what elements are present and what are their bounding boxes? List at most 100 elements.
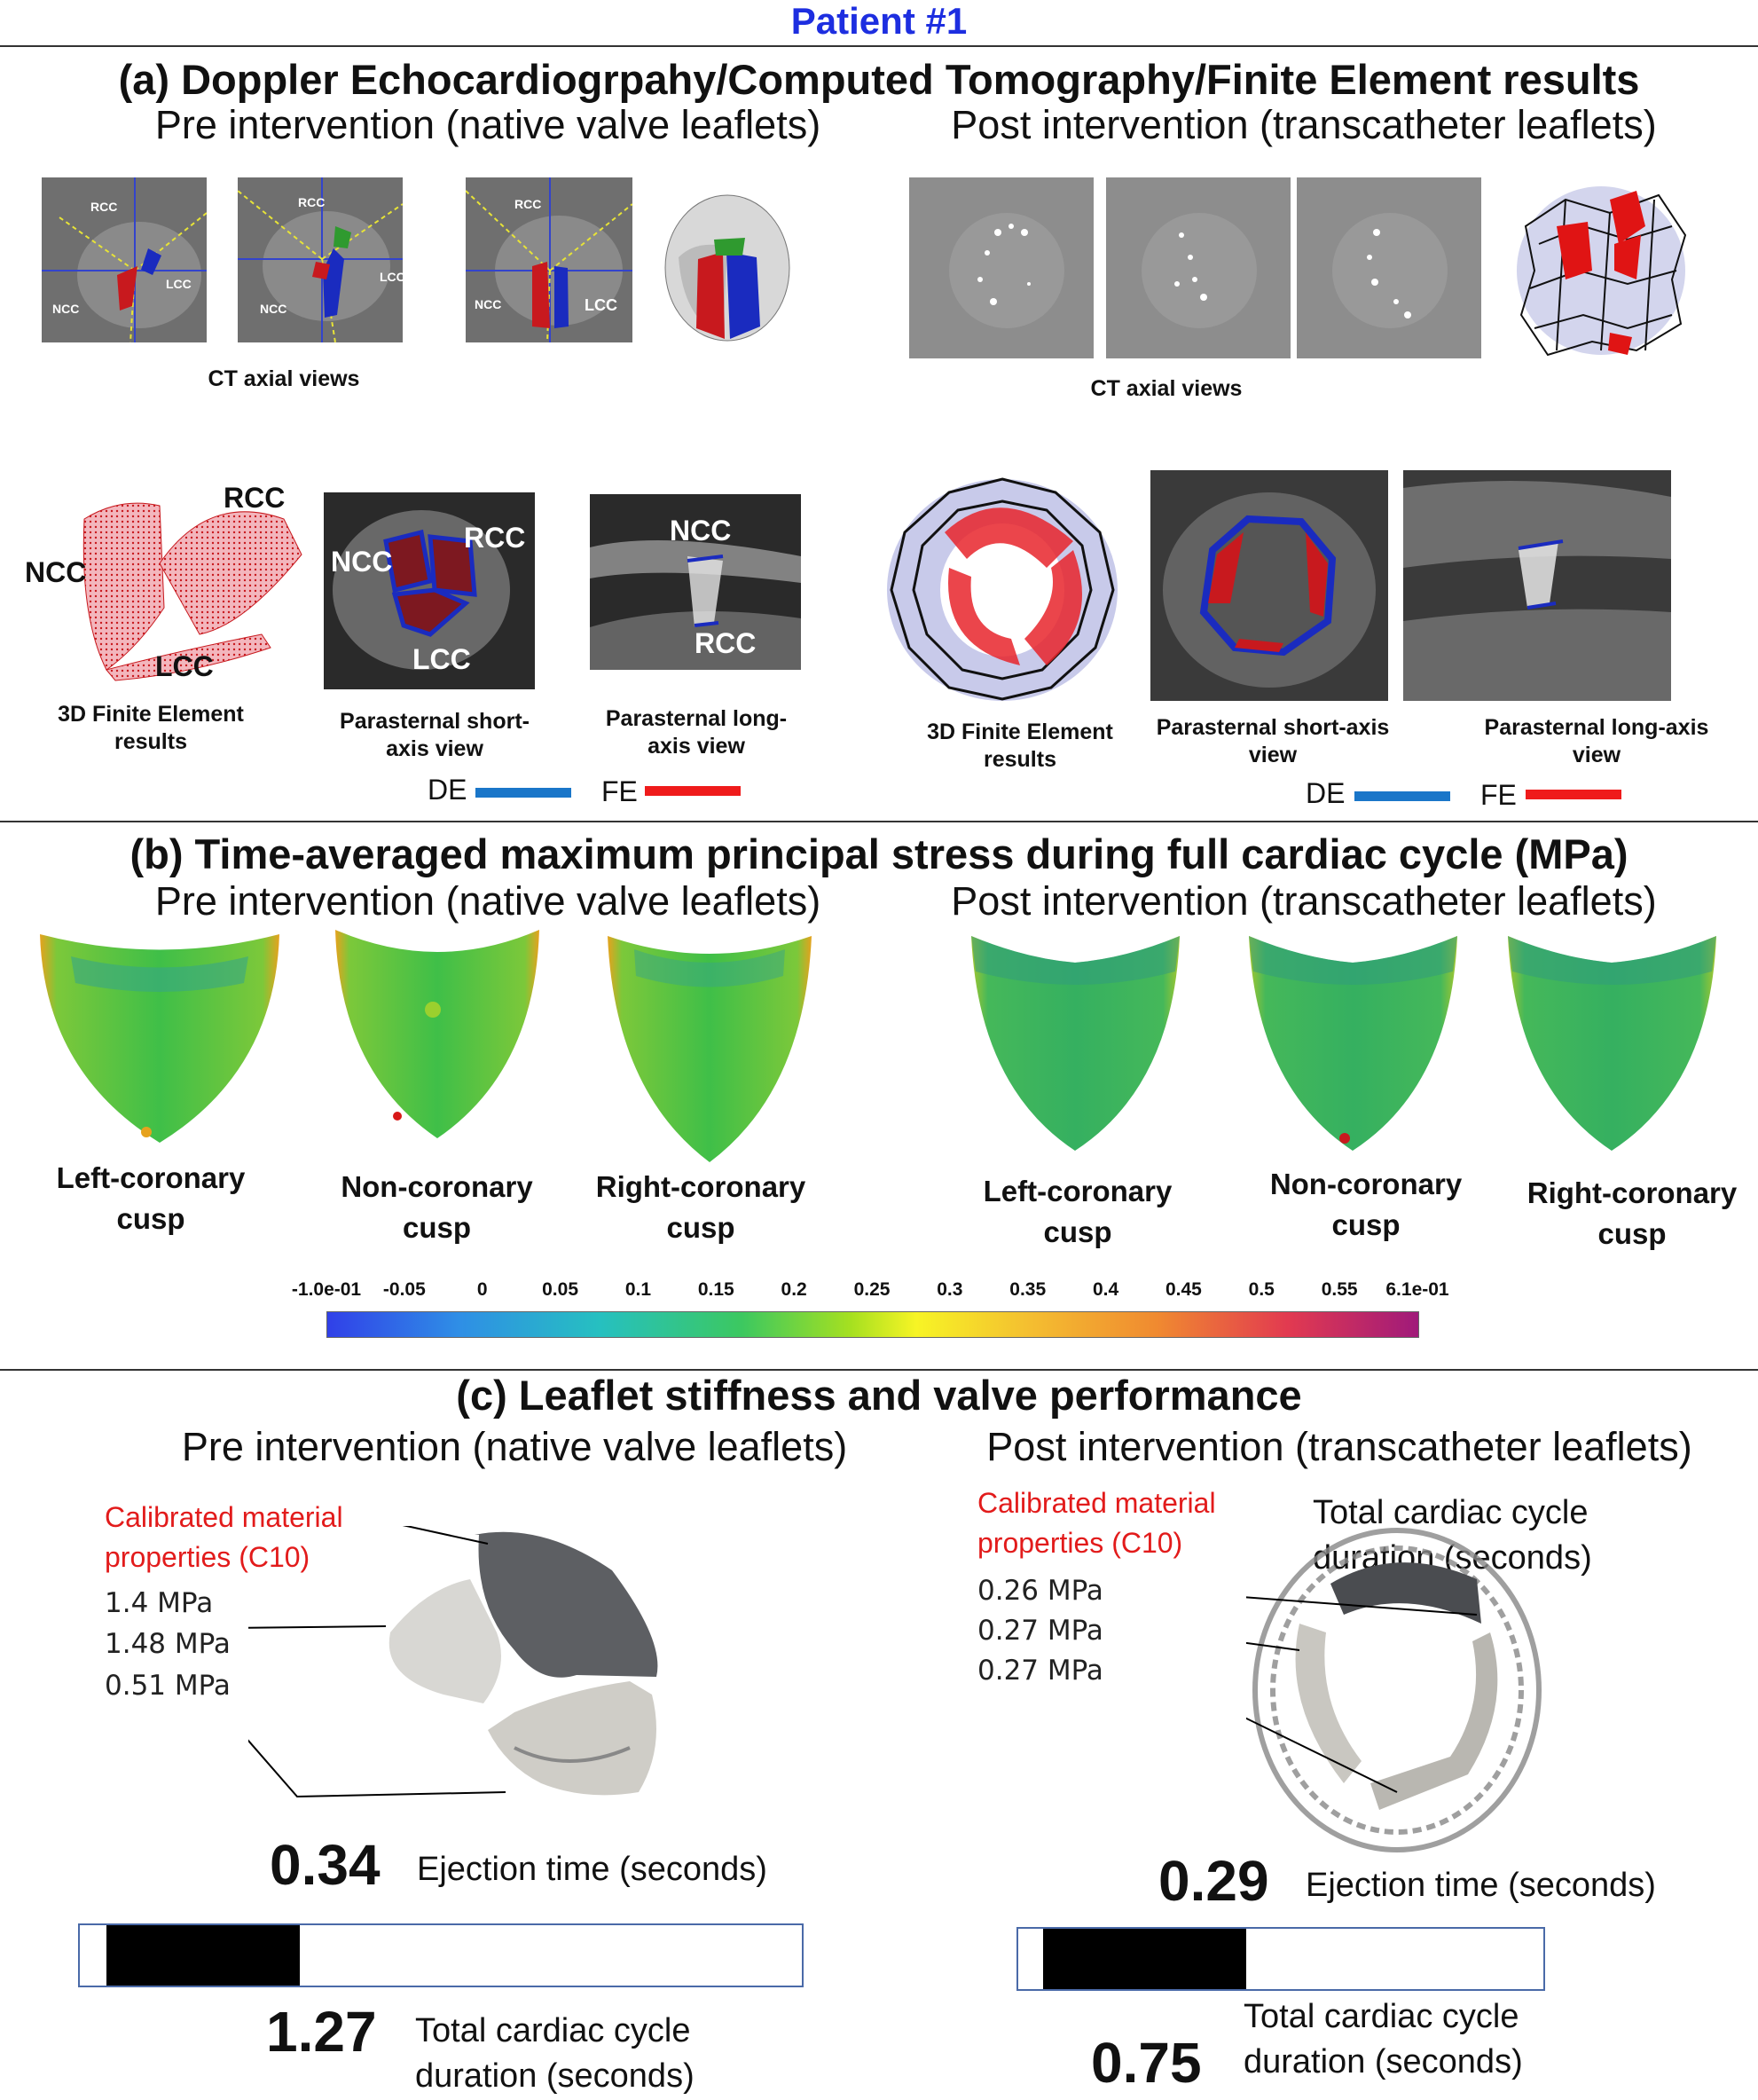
post-ejection-fill [1043,1929,1246,1989]
ct-axial-pre-3: RCC NCC LCC [466,177,632,342]
fe-native-3d-small [661,186,794,346]
cusp-label-pre-lcc: Left-coronary cusp [56,1161,246,1236]
colorbar-tick-label: 0.5 [1248,1279,1275,1300]
echo-short-axis-pre: NCC RCC LCC [324,492,535,689]
ct-label-rcc: RCC [90,200,118,214]
post-ejection-label: Ejection time (seconds) [1306,1867,1656,1904]
post-value-2: 0.27 MPa [977,1615,1103,1647]
ct-label-ncc: NCC [260,302,287,316]
echo-long-label-rcc: RCC [695,627,757,659]
fe-native-leaflets-image [82,502,302,681]
fe-label-ncc: NCC [25,556,87,588]
ct-label-rcc: RCC [298,195,326,209]
fe-label-rcc: RCC [224,482,286,514]
section-b-post-heading: Post intervention (transcatheter leaflet… [951,878,1657,924]
legend-fe-pre: FE [601,775,638,807]
stress-map-pre-rcc-image [608,936,812,1162]
pre-value-2: 1.48 MPa [105,1628,231,1660]
section-c-title: (c) Leaflet stiffness and valve performa… [456,1372,1302,1419]
divider-a-b [0,821,1758,822]
pre-cycle-value: 1.27 [266,2000,377,2064]
cusp-label-pre-ncc: Non-coronary cusp [341,1170,533,1245]
pre-ejection-value: 0.34 [270,1833,381,1897]
ct-axial-post-3-image [1297,177,1481,358]
pre-value-1: 1.4 MPa [105,1587,214,1619]
cusp-label-post-rcc: Right-coronary cusp [1526,1176,1738,1251]
colorbar-tick-label: 0 [476,1279,488,1300]
fe-caption-pre: 3D Finite Element results [58,702,244,755]
pre-ejection-fill [106,1925,300,1986]
calibrated-label-pre: Calibrated material properties (C10) [105,1501,343,1573]
colorbar-tick-label: 0.35 [1009,1279,1047,1300]
fe-tav-3d-large-image [887,477,1118,701]
colorbar-tick-label: 0.25 [853,1279,891,1300]
stress-map-pre-ncc [335,930,539,1143]
tav-valve-model-image [1252,1528,1542,1852]
divider-top [0,45,1758,47]
colorbar-tick-label: 0.55 [1321,1279,1358,1300]
section-a-title: (a) Doppler Echocardiogrpahy/Computed To… [118,56,1640,103]
colorbar-tick-label: -1.0e-01 [291,1279,362,1300]
fe-tav-3d-small [1503,173,1699,368]
echo-long-axis-pre-image [590,494,801,670]
legend-de-swatch-post [1354,791,1450,801]
fe-caption-post: 3D Finite Element results [927,720,1113,773]
echo-short-axis-post-image [1150,470,1388,701]
long-axis-caption-pre: Parasternal long-axis view [605,706,788,759]
echo-long-axis-post [1403,470,1671,701]
tav-valve-model [1246,1508,1548,1863]
stress-map-pre-ncc-image [335,930,539,1138]
section-b-title: (b) Time-averaged maximum principal stre… [129,830,1629,877]
stress-map-post-lcc [971,936,1180,1153]
ct-label-lcc: LCC [380,270,403,284]
ct-axial-pre-1: RCC NCC LCC [42,177,207,342]
section-a-post-heading: Post intervention (transcatheter leaflet… [951,102,1657,147]
stress-map-post-rcc [1508,936,1716,1153]
echo-label-rcc: RCC [464,522,526,554]
ct-caption-post: CT axial views [1090,376,1243,401]
colorbar-tick-label: -0.05 [382,1279,426,1300]
patient-title: Patient #1 [790,0,968,42]
native-valve-model [248,1526,674,1828]
echo-label-ncc: NCC [331,546,393,578]
legend-fe-post: FE [1480,779,1517,811]
tav-leader-lines [1246,1596,1478,1793]
post-value-1: 0.26 MPa [977,1575,1103,1607]
colorbar-tick-labels: -1.0e-01 -0.05 0 0.05 0.1 0.15 0.2 0.25 0.3 0.35 0… [0,1279,1758,1306]
echo-long-axis-post-image [1403,470,1671,701]
ct-label-rcc: RCC [514,197,542,211]
fe-tav-3d-small-image [1517,186,1687,357]
echo-long-axis-pre: NCC RCC [590,494,801,670]
ct-axial-post-1 [909,177,1094,358]
section-a-pre-heading: Pre intervention (native valve leaflets) [154,102,821,147]
post-cycle-value: 0.75 [1091,2031,1202,2095]
ct-axial-pre-2-image [238,177,403,342]
short-axis-caption-pre: Parasternal short-axis view [340,709,530,762]
ct-label-lcc: LCC [166,277,192,291]
legend-de-swatch-pre [475,788,571,798]
pre-cycle-bar [78,1923,804,1987]
divider-b-c [0,1369,1758,1371]
legend-de-pre: DE [428,774,467,806]
stress-map-pre-lcc-image [40,934,279,1143]
colorbar-tick-label: 0.1 [624,1279,652,1300]
ct-axial-pre-3-image [466,177,632,342]
ct-label-ncc: NCC [475,297,502,311]
calibrated-label-post: Calibrated material properties (C10) [977,1487,1216,1559]
colorbar-tick-label: 0.45 [1165,1279,1202,1300]
stress-map-post-ncc [1249,936,1457,1153]
fe-label-lcc: LCC [155,650,214,682]
stress-map-pre-rcc [608,936,812,1167]
echo-long-label-ncc: NCC [670,515,732,547]
colorbar-tick-label: 0.3 [937,1279,963,1300]
section-b-pre-heading: Pre intervention (native valve leaflets) [154,878,821,924]
pre-cycle-label: Total cardiac cycle duration (seconds) [415,2012,695,2096]
short-axis-caption-post: Parasternal short-axis view [1156,715,1390,768]
ct-axial-pre-1-image [42,177,207,342]
ct-axial-post-2-image [1106,177,1291,358]
post-cycle-bar [1016,1927,1545,1991]
post-cycle-label: Total cardiac cycle duration (seconds) [1244,1998,1523,2081]
cusp-label-pre-rcc: Right-coronary cusp [595,1170,806,1245]
fe-tav-3d-large [878,461,1126,710]
colorbar-tick-label: 0.4 [1092,1279,1119,1300]
